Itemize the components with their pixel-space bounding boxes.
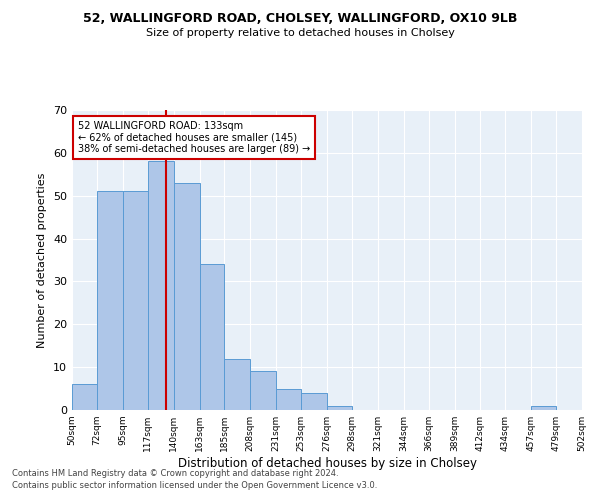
Bar	[97, 192, 123, 410]
Bar	[276, 388, 301, 410]
Bar	[148, 162, 173, 410]
Bar	[123, 192, 148, 410]
Text: 52 WALLINGFORD ROAD: 133sqm
← 62% of detached houses are smaller (145)
38% of se: 52 WALLINGFORD ROAD: 133sqm ← 62% of det…	[77, 120, 310, 154]
X-axis label: Distribution of detached houses by size in Cholsey: Distribution of detached houses by size …	[178, 457, 476, 470]
Text: 52, WALLINGFORD ROAD, CHOLSEY, WALLINGFORD, OX10 9LB: 52, WALLINGFORD ROAD, CHOLSEY, WALLINGFO…	[83, 12, 517, 26]
Y-axis label: Number of detached properties: Number of detached properties	[37, 172, 47, 348]
Bar	[72, 384, 97, 410]
Bar	[224, 358, 250, 410]
Bar	[199, 264, 224, 410]
Text: Contains HM Land Registry data © Crown copyright and database right 2024.: Contains HM Land Registry data © Crown c…	[12, 468, 338, 477]
Bar	[301, 393, 327, 410]
Bar	[250, 372, 276, 410]
Text: Size of property relative to detached houses in Cholsey: Size of property relative to detached ho…	[146, 28, 454, 38]
Text: Contains public sector information licensed under the Open Government Licence v3: Contains public sector information licen…	[12, 481, 377, 490]
Bar	[173, 183, 199, 410]
Bar	[531, 406, 556, 410]
Bar	[327, 406, 352, 410]
